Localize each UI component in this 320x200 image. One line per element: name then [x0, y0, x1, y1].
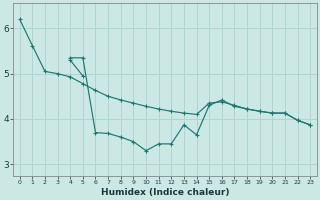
X-axis label: Humidex (Indice chaleur): Humidex (Indice chaleur) — [101, 188, 229, 197]
